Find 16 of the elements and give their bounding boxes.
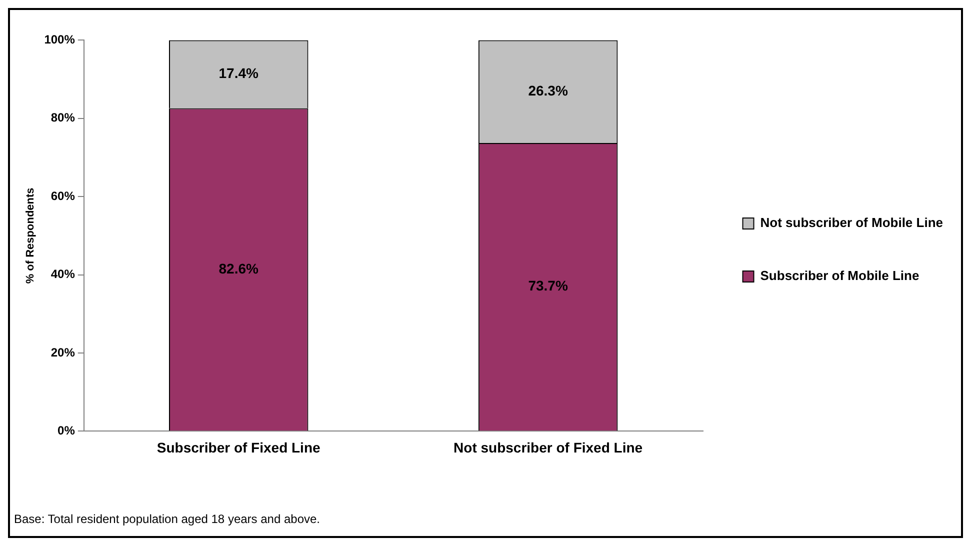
y-axis-title: % of Respondents	[24, 188, 37, 284]
data-label: 82.6%	[218, 260, 260, 276]
y-tick-label: 0%	[58, 424, 76, 438]
y-tick-label: 100%	[44, 32, 76, 47]
data-label: 17.4%	[218, 65, 260, 82]
data-label: 26.3%	[528, 82, 568, 98]
legend-label: Not subscriber of Mobile Line	[760, 215, 944, 230]
y-tick-label: 80%	[50, 110, 76, 125]
data-label: 73.7%	[528, 278, 568, 294]
legend-label: Subscriber of Mobile Line	[760, 268, 920, 284]
x-tick-label: Subscriber of Fixed Line	[156, 439, 320, 456]
y-tick-label: 60%	[50, 188, 76, 203]
y-tick-label: 40%	[50, 267, 76, 282]
text: Base: Total resident population aged 18 years and above.	[14, 512, 320, 526]
y-tick-label: 20%	[50, 345, 76, 360]
x-tick-label: Not subscriber of Fixed Line	[454, 439, 643, 456]
